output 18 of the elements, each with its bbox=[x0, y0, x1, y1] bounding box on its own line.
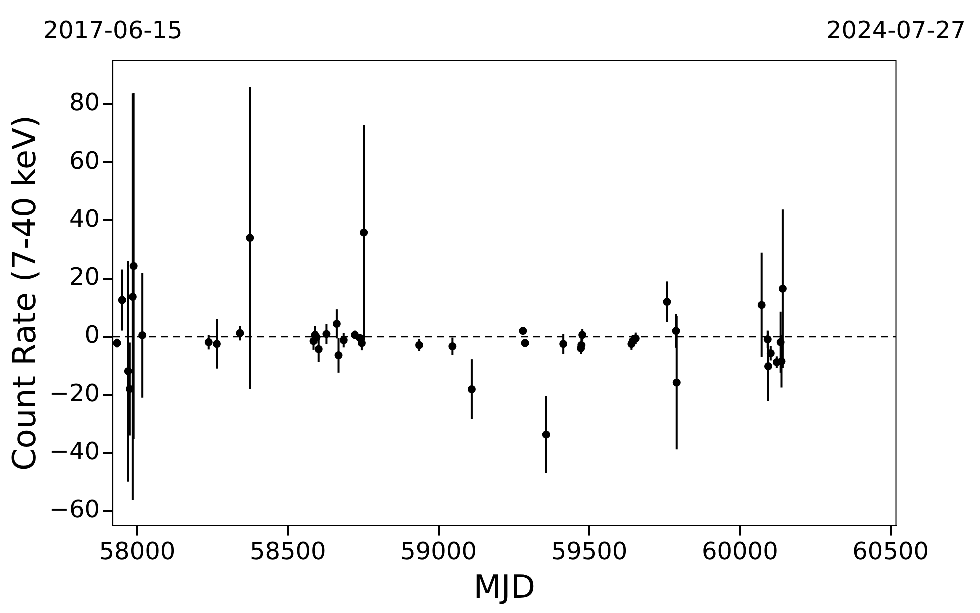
y-axis-title: Count Rate (7-40 keV) bbox=[6, 116, 44, 472]
y-tick-label: 80 bbox=[70, 88, 100, 117]
x-tick-label: 59000 bbox=[400, 537, 477, 566]
x-tick-label: 60000 bbox=[702, 537, 778, 566]
x-tick-label: 59500 bbox=[551, 537, 628, 566]
x-axis-title: MJD bbox=[474, 568, 536, 606]
y-tick-label: −40 bbox=[49, 437, 100, 466]
y-tick-label: −60 bbox=[49, 496, 100, 524]
x2-tick-label: 2024-07-27 bbox=[826, 16, 966, 45]
x-tick-label: 58500 bbox=[250, 537, 326, 566]
x-tick-label: 60500 bbox=[852, 537, 930, 566]
y-tick-label: 60 bbox=[70, 146, 100, 175]
y-tick-label: 20 bbox=[70, 263, 100, 292]
y-tick-label: 0 bbox=[84, 321, 100, 350]
y-tick-label: 40 bbox=[70, 204, 100, 233]
x2-tick-label: 2017-06-15 bbox=[43, 16, 183, 45]
x-tick-label: 58000 bbox=[99, 537, 176, 566]
y-tick-label: −20 bbox=[49, 379, 100, 408]
